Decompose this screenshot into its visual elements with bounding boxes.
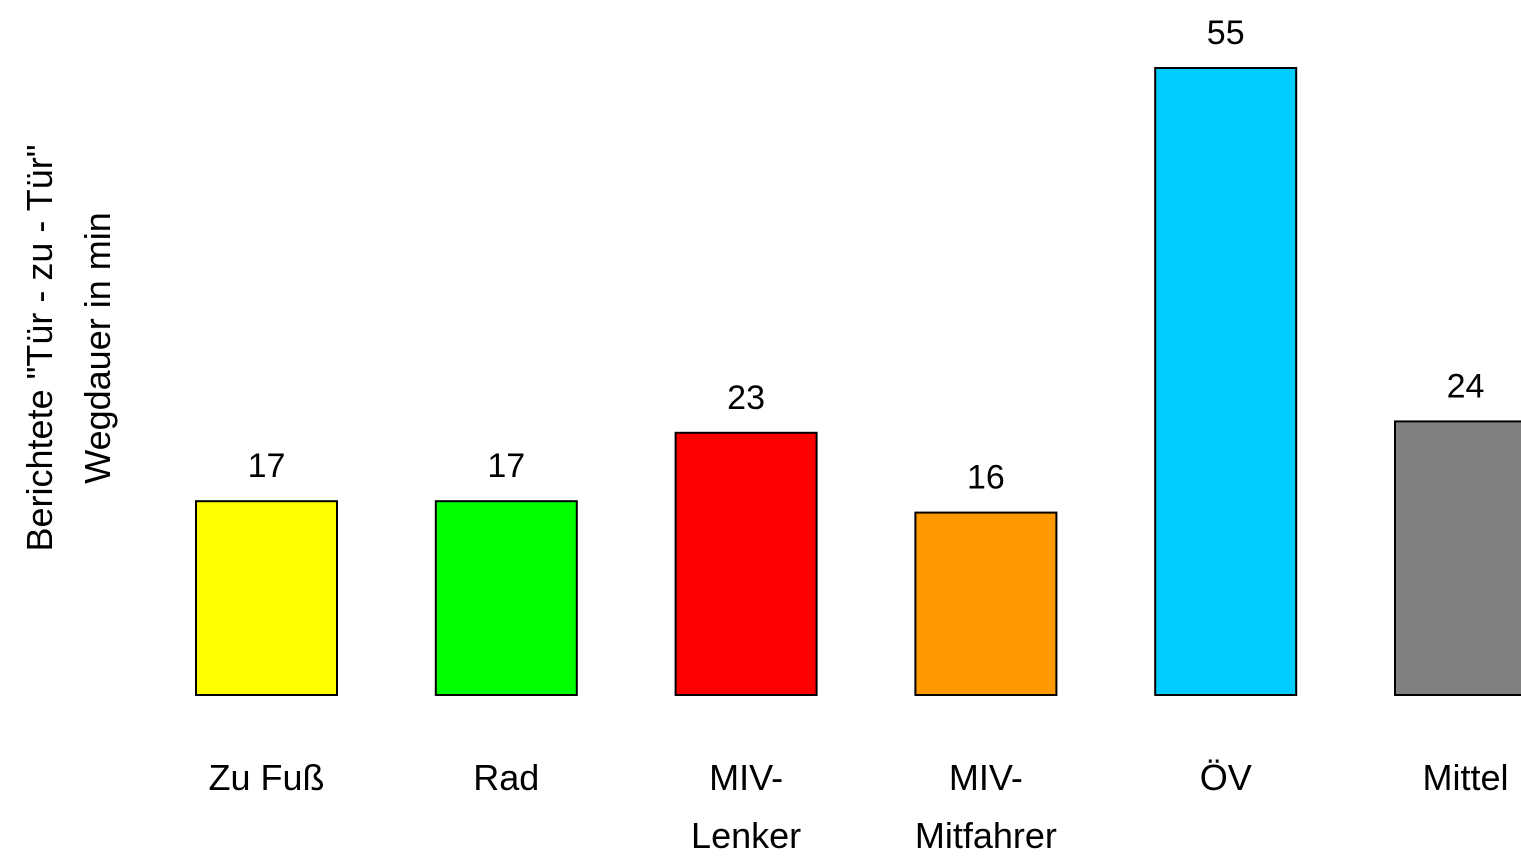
category-label-miv-lenker-line-1: MIV- <box>709 757 783 798</box>
category-label-miv-mitfahrer-line-2: Mitfahrer <box>915 815 1057 856</box>
bar-miv-mitfahrer <box>914 511 1058 696</box>
value-label-zu-fuss: 17 <box>248 447 286 485</box>
category-label-oev: ÖV <box>1200 757 1252 798</box>
category-label-rad: Rad <box>473 757 539 798</box>
bar-rad <box>434 500 578 697</box>
category-label-zu-fuss: Zu Fuß <box>208 757 324 798</box>
value-labels-group: 17 17 23 16 55 24 <box>248 14 1485 497</box>
bar-zu-fuss <box>195 500 338 697</box>
y-axis-label-line-2: Wegdauer in min <box>77 212 118 483</box>
bars-group <box>195 67 1521 697</box>
category-label-mittel: Mittel <box>1422 757 1508 798</box>
value-label-miv-mitfahrer: 16 <box>967 459 1005 497</box>
value-label-rad: 17 <box>487 447 525 485</box>
y-axis-label: Berichtete "Tür - zu - Tür" Wegdauer in … <box>19 144 118 551</box>
value-label-miv-lenker: 23 <box>727 379 765 417</box>
y-axis-label-line-1: Berichtete "Tür - zu - Tür" <box>19 144 60 551</box>
category-label-miv-mitfahrer-line-1: MIV- <box>949 757 1023 798</box>
bar-miv-lenker <box>674 431 818 696</box>
category-label-miv-lenker-line-2: Lenker <box>691 815 801 856</box>
value-label-oev: 55 <box>1207 14 1245 52</box>
bar-mittel <box>1394 420 1521 696</box>
value-label-mittel: 24 <box>1447 367 1485 405</box>
bar-oev <box>1154 67 1298 696</box>
category-labels-group: Zu Fuß Rad MIV- Lenker MIV- Mitfahrer ÖV Mittel <box>208 757 1508 856</box>
